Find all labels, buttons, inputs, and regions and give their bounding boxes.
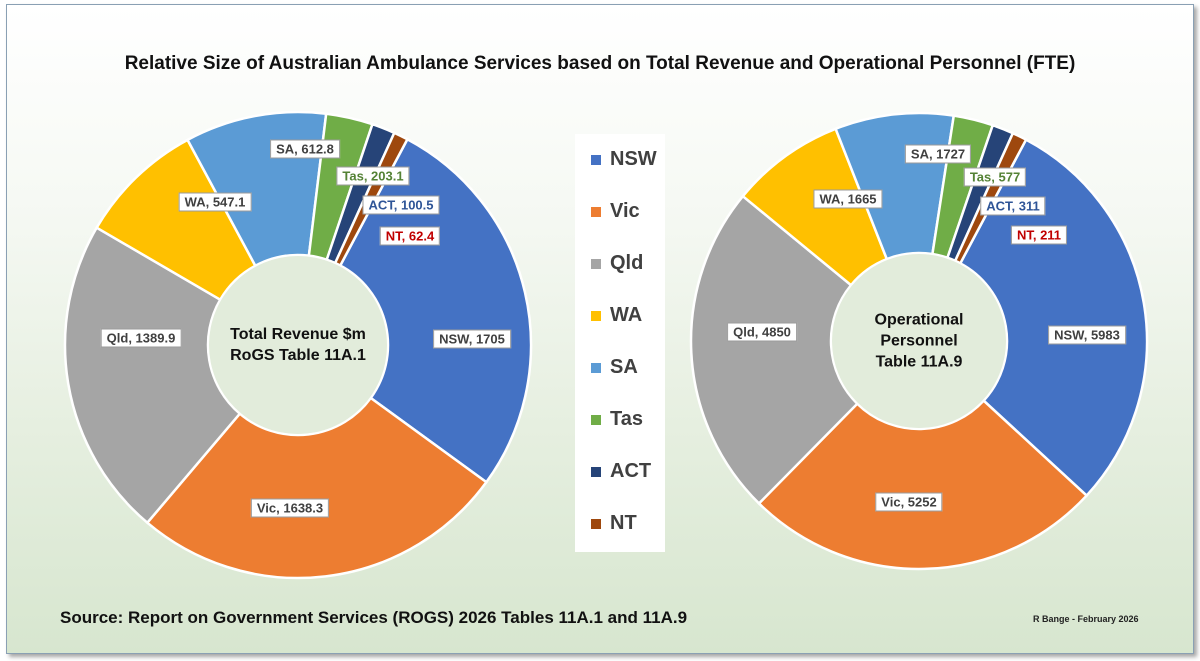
legend-swatch bbox=[591, 414, 601, 425]
legend-item-tas: Tas bbox=[591, 408, 643, 431]
data-label-wa: WA, 547.1 bbox=[178, 192, 252, 212]
legend-item-vic: Vic bbox=[591, 200, 640, 223]
slice-vic bbox=[757, 398, 1089, 571]
data-label-tas: Tas, 203.1 bbox=[336, 166, 410, 186]
data-label-act: ACT, 311 bbox=[980, 196, 1046, 216]
legend-swatch bbox=[591, 310, 601, 321]
legend-label: ACT bbox=[610, 460, 652, 482]
center-line: Table 11A.9 bbox=[875, 353, 963, 371]
legend-label: Vic bbox=[610, 200, 640, 222]
legend-label: SA bbox=[610, 356, 638, 378]
data-label-nsw: NSW, 5983 bbox=[1048, 325, 1126, 345]
legend-swatch bbox=[591, 154, 601, 165]
slice-nsw bbox=[338, 137, 533, 484]
slice-qld bbox=[63, 225, 242, 525]
data-label-vic: Vic, 5252 bbox=[875, 492, 943, 512]
slice-nsw bbox=[958, 137, 1149, 498]
legend-item-sa: SA bbox=[591, 356, 638, 379]
legend-label: Tas bbox=[610, 408, 643, 430]
data-label-nt: NT, 62.4 bbox=[379, 226, 441, 246]
data-label-vic: Vic, 1638.3 bbox=[250, 498, 330, 518]
data-label-sa: SA, 1727 bbox=[904, 144, 972, 164]
chart-frame: Relative Size of Australian Ambulance Se… bbox=[6, 4, 1194, 654]
legend-item-act: ACT bbox=[591, 460, 651, 483]
legend: NSW Vic Qld WA SA Tas ACT NT bbox=[575, 134, 665, 552]
data-label-qld: Qld, 1389.9 bbox=[100, 328, 182, 348]
legend-item-wa: WA bbox=[591, 304, 642, 327]
data-label-wa: WA, 1665 bbox=[813, 189, 883, 209]
legend-label: NT bbox=[610, 512, 637, 534]
legend-label: NSW bbox=[610, 148, 657, 170]
legend-swatch bbox=[591, 466, 601, 477]
data-label-act: ACT, 100.5 bbox=[362, 195, 440, 215]
data-label-nsw: NSW, 1705 bbox=[433, 329, 511, 349]
personnel-center-label: Operational Personnel Table 11A.9 bbox=[875, 310, 964, 373]
center-line: RoGS Table 11A.1 bbox=[230, 347, 366, 364]
legend-label: WA bbox=[610, 304, 643, 326]
legend-label: Qld bbox=[610, 252, 644, 274]
slice-qld bbox=[689, 194, 860, 506]
legend-swatch bbox=[591, 258, 601, 269]
data-label-qld: Qld, 4850 bbox=[727, 322, 797, 342]
center-line: Operational bbox=[874, 311, 964, 329]
center-line: Personnel bbox=[880, 332, 958, 350]
data-label-sa: SA, 612.8 bbox=[270, 139, 340, 159]
legend-item-nt: NT bbox=[591, 512, 637, 535]
data-label-tas: Tas, 577 bbox=[963, 167, 1027, 187]
legend-item-nsw: NSW bbox=[591, 148, 657, 171]
slice-vic bbox=[145, 396, 489, 580]
center-line: Total Revenue $m bbox=[230, 326, 366, 343]
author-credit: R Bange - February 2026 bbox=[1033, 614, 1139, 624]
legend-swatch bbox=[591, 518, 601, 529]
legend-swatch bbox=[591, 362, 601, 373]
donut-hole bbox=[832, 254, 1006, 428]
donut-hole bbox=[209, 256, 387, 434]
chart-title: Relative Size of Australian Ambulance Se… bbox=[124, 53, 1076, 74]
legend-item-qld: Qld bbox=[591, 252, 643, 275]
data-label-nt: NT, 211 bbox=[1010, 225, 1068, 245]
revenue-donut-chart bbox=[63, 110, 533, 580]
legend-swatch bbox=[591, 206, 601, 217]
revenue-center-label: Total Revenue $m RoGS Table 11A.1 bbox=[230, 324, 366, 366]
source-note: Source: Report on Government Services (R… bbox=[60, 608, 688, 627]
